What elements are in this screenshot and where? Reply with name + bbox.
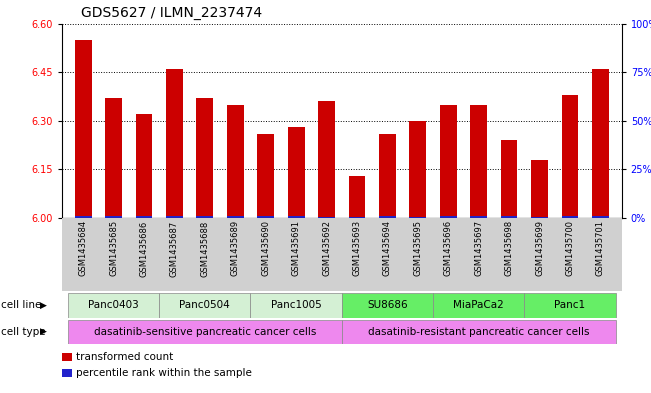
Bar [342,320,616,344]
Bar [251,293,342,318]
Text: ▶: ▶ [40,301,48,310]
Text: GSM1435690: GSM1435690 [261,220,270,276]
Bar [75,215,92,218]
Text: Panc0504: Panc0504 [180,300,230,310]
Bar [135,217,152,218]
Bar [166,216,183,218]
Bar [524,293,616,318]
Bar [440,105,456,218]
Text: GSM1435700: GSM1435700 [566,220,574,276]
Bar [288,217,305,218]
Text: GDS5627 / ILMN_2237474: GDS5627 / ILMN_2237474 [81,6,262,20]
Bar [531,217,548,218]
Bar [433,293,524,318]
Text: GSM1435695: GSM1435695 [413,220,422,276]
Text: GSM1435691: GSM1435691 [292,220,301,276]
Bar [592,216,609,218]
Bar [318,217,335,218]
Text: GSM1435692: GSM1435692 [322,220,331,276]
Text: Panc1: Panc1 [555,300,585,310]
Bar [470,217,487,218]
Text: GSM1435684: GSM1435684 [79,220,88,276]
Text: GSM1435698: GSM1435698 [505,220,514,276]
Text: GSM1435701: GSM1435701 [596,220,605,276]
Bar [68,320,342,344]
Text: dasatinib-resistant pancreatic cancer cells: dasatinib-resistant pancreatic cancer ce… [368,327,589,337]
Bar [257,134,274,218]
Text: GSM1435693: GSM1435693 [352,220,361,276]
Bar [68,293,159,318]
Text: ▶: ▶ [40,327,48,336]
Bar [379,217,396,218]
Bar [75,40,92,218]
Bar [470,105,487,218]
Text: GSM1435696: GSM1435696 [444,220,452,276]
Bar [227,105,243,218]
Text: MiaPaCa2: MiaPaCa2 [453,300,504,310]
Bar [349,217,365,218]
Bar [501,217,518,218]
Bar [62,218,622,291]
Text: transformed count: transformed count [76,352,173,362]
Text: GSM1435687: GSM1435687 [170,220,179,277]
Bar [197,217,214,218]
Text: Panc0403: Panc0403 [88,300,139,310]
Text: percentile rank within the sample: percentile rank within the sample [76,368,252,378]
Text: dasatinib-sensitive pancreatic cancer cells: dasatinib-sensitive pancreatic cancer ce… [94,327,316,337]
Text: GSM1435685: GSM1435685 [109,220,118,276]
Bar [562,95,578,218]
Text: GSM1435694: GSM1435694 [383,220,392,276]
Bar [166,69,183,218]
Bar [349,176,365,218]
Text: GSM1435689: GSM1435689 [231,220,240,276]
Bar [288,127,305,218]
Bar [257,217,274,218]
Text: Panc1005: Panc1005 [271,300,322,310]
Bar [159,293,251,318]
Text: GSM1435688: GSM1435688 [201,220,210,277]
Bar [135,114,152,218]
Bar [501,140,518,218]
Bar [531,160,548,218]
Text: GSM1435699: GSM1435699 [535,220,544,276]
Bar [227,217,243,218]
Bar [440,217,456,218]
Text: GSM1435686: GSM1435686 [139,220,148,277]
Bar [105,216,122,218]
Bar [197,98,214,218]
Bar [105,98,122,218]
Bar [62,369,72,377]
Bar [318,101,335,218]
Text: cell type: cell type [1,327,46,337]
Bar [562,216,578,218]
Bar [409,121,426,218]
Bar [592,69,609,218]
Bar [409,217,426,218]
Bar [62,353,72,360]
Text: SU8686: SU8686 [367,300,408,310]
Text: cell line: cell line [1,300,42,310]
Text: GSM1435697: GSM1435697 [474,220,483,276]
Bar [379,134,396,218]
Bar [342,293,433,318]
